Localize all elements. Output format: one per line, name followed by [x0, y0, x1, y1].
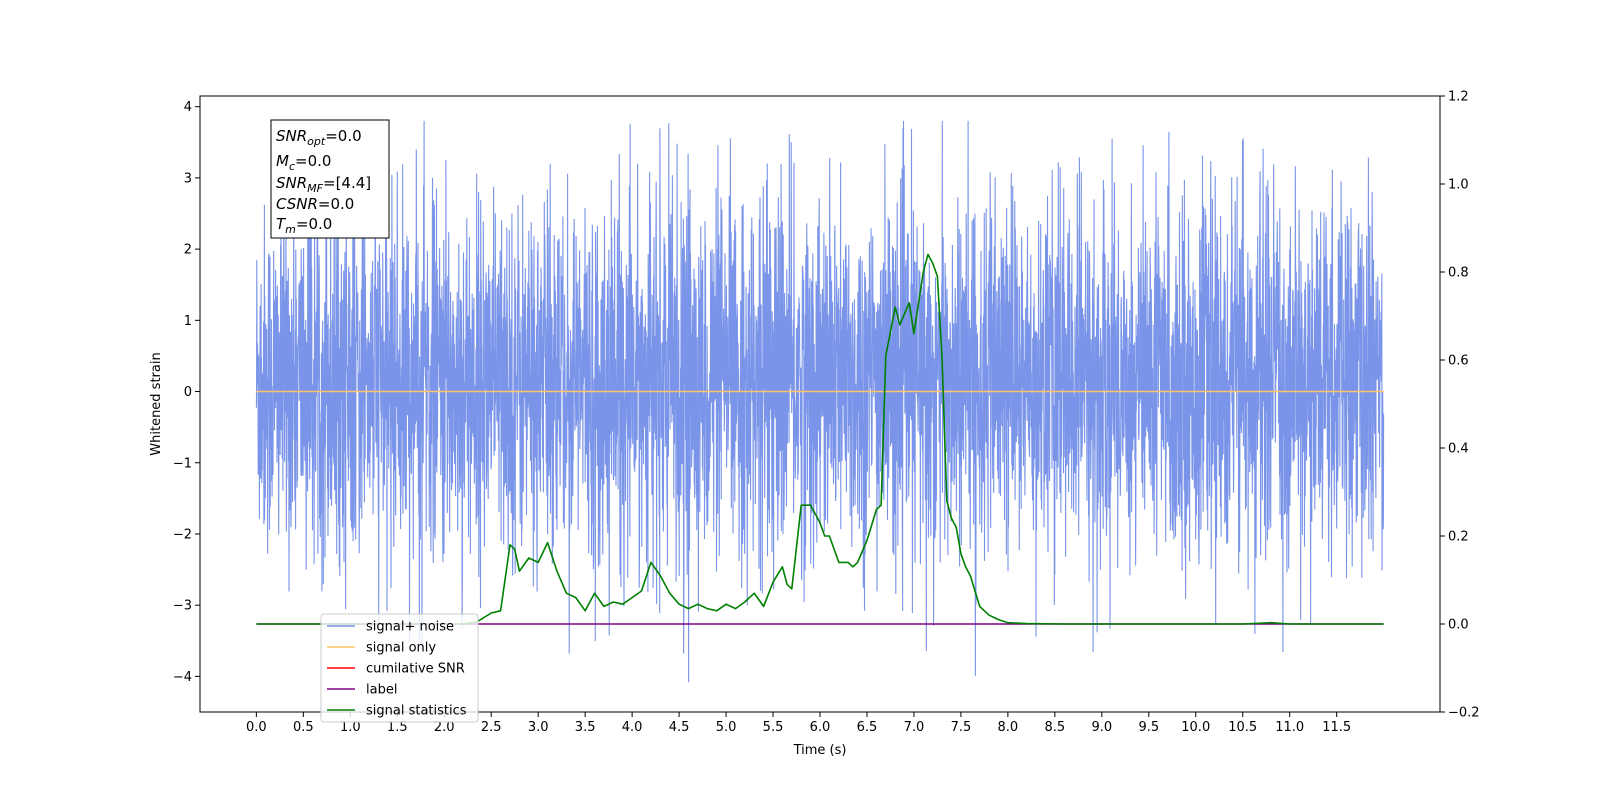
x-tick-label: 5.5 [763, 720, 784, 735]
y-tick-label: −4 [173, 670, 192, 685]
y-axis-right: −0.2 0.0 0.2 0.4 0.6 0.8 1.0 1.2 [1440, 90, 1480, 721]
y2-tick-label: 1.2 [1448, 90, 1469, 105]
annotation-csnr: CSNR=0.0 [276, 195, 354, 213]
x-tick-label: 2.5 [481, 720, 502, 735]
y2-tick-label: 0.4 [1448, 442, 1469, 457]
legend-label-label: label [366, 683, 397, 698]
annotation-tm-sub: m [285, 223, 296, 236]
legend-signal-only-label: signal only [366, 641, 436, 656]
x-tick-label: 1.5 [387, 720, 408, 735]
y2-tick-label: 1.0 [1448, 178, 1469, 193]
x-tick-label: 9.0 [1091, 720, 1112, 735]
signal-statistics-line [256, 253, 1384, 625]
y-tick-label: −2 [173, 527, 192, 542]
annotation-chirp-mass-value: =0.0 [295, 152, 331, 170]
legend-signal-noise-label: signal+ noise [366, 620, 454, 635]
x-axis: 0.0 0.5 1.0 1.5 2.0 2.5 3.0 3.5 4.0 4.5 5.0 5.5 6.0 6… [246, 712, 1351, 735]
annotation-snr-mf-value: =[4.4] [323, 174, 371, 192]
y-tick-label: −3 [173, 599, 192, 614]
y-tick-label: 1 [184, 314, 192, 329]
annotation-snr-mf-sub: MF [307, 182, 323, 195]
x-tick-label: 6.0 [810, 720, 831, 735]
legend: signal+ noise signal only cumilative SNR la… [320, 613, 479, 723]
x-tick-label: 10.5 [1228, 720, 1257, 735]
annotation-box: SNRopt=0.0 Mc=0.0 SNRMF=[4.4] CSNR=0.0 T… [270, 119, 390, 239]
legend-cumilative-snr-label: cumilative SNR [366, 662, 465, 677]
legend-signal-statistics-label: signal statistics [366, 704, 467, 719]
x-tick-label: 4.5 [669, 720, 690, 735]
annotation-frame [270, 119, 390, 239]
y-axis-title: Whitened strain [149, 352, 164, 455]
x-tick-label: 6.5 [857, 720, 878, 735]
annotation-snr-opt-symbol: SNR [276, 127, 307, 145]
annotation-snr-opt-value: =0.0 [325, 127, 361, 145]
y-tick-label: 0 [184, 385, 192, 400]
y2-tick-label: 0.8 [1448, 266, 1469, 281]
annotation-snr-mf-symbol: SNR [276, 174, 307, 192]
x-tick-label: 2.0 [434, 720, 455, 735]
annotation-tm-symbol: T [276, 215, 287, 233]
annotation-csnr-symbol: CSNR [276, 195, 318, 213]
annotation-snr-mf: SNRMF=[4.4] [276, 174, 371, 195]
annotation-tm-value: =0.0 [296, 215, 332, 233]
legend-frame [320, 613, 479, 723]
annotation-snr-opt-sub: opt [307, 135, 326, 148]
x-tick-label: 5.0 [716, 720, 737, 735]
series-signal-plus-noise [255, 120, 1385, 683]
y2-tick-label: −0.2 [1448, 706, 1480, 721]
x-tick-label: 3.0 [528, 720, 549, 735]
legend-items: signal+ noise signal only cumilative SNR la… [327, 620, 467, 719]
signal-plus-noise-line [255, 120, 1385, 683]
y-tick-label: −1 [173, 456, 192, 471]
x-tick-label: 11.5 [1322, 720, 1351, 735]
annotation-snr-opt: SNRopt=0.0 [276, 127, 362, 148]
annotation-tm: Tm=0.0 [276, 215, 332, 236]
x-tick-label: 10.0 [1181, 720, 1210, 735]
x-tick-label: 0.5 [293, 720, 314, 735]
y2-tick-label: 0.0 [1448, 618, 1469, 633]
annotation-csnr-value: =0.0 [318, 195, 354, 213]
x-tick-label: 3.5 [575, 720, 596, 735]
x-tick-label: 1.0 [340, 720, 361, 735]
x-tick-label: 11.0 [1275, 720, 1304, 735]
x-tick-label: 9.5 [1138, 720, 1159, 735]
y2-tick-label: 0.6 [1448, 354, 1469, 369]
x-tick-label: 8.0 [998, 720, 1019, 735]
annotation-chirp-mass: Mc=0.0 [276, 152, 331, 173]
y-tick-label: 4 [184, 100, 192, 115]
annotation-chirp-mass-symbol: M [276, 152, 289, 170]
y-axis-left: −4 −3 −2 −1 0 1 2 3 4 [173, 100, 200, 685]
y-tick-label: 2 [184, 243, 192, 258]
x-tick-label: 0.0 [246, 720, 267, 735]
y2-tick-label: 0.2 [1448, 530, 1469, 545]
x-tick-label: 7.5 [951, 720, 972, 735]
x-axis-title: Time (s) [793, 743, 847, 758]
x-tick-label: 8.5 [1045, 720, 1066, 735]
x-tick-label: 4.0 [622, 720, 643, 735]
annotation-chirp-mass-sub: c [289, 160, 295, 173]
x-tick-label: 7.0 [904, 720, 925, 735]
y-tick-label: 3 [184, 171, 192, 186]
